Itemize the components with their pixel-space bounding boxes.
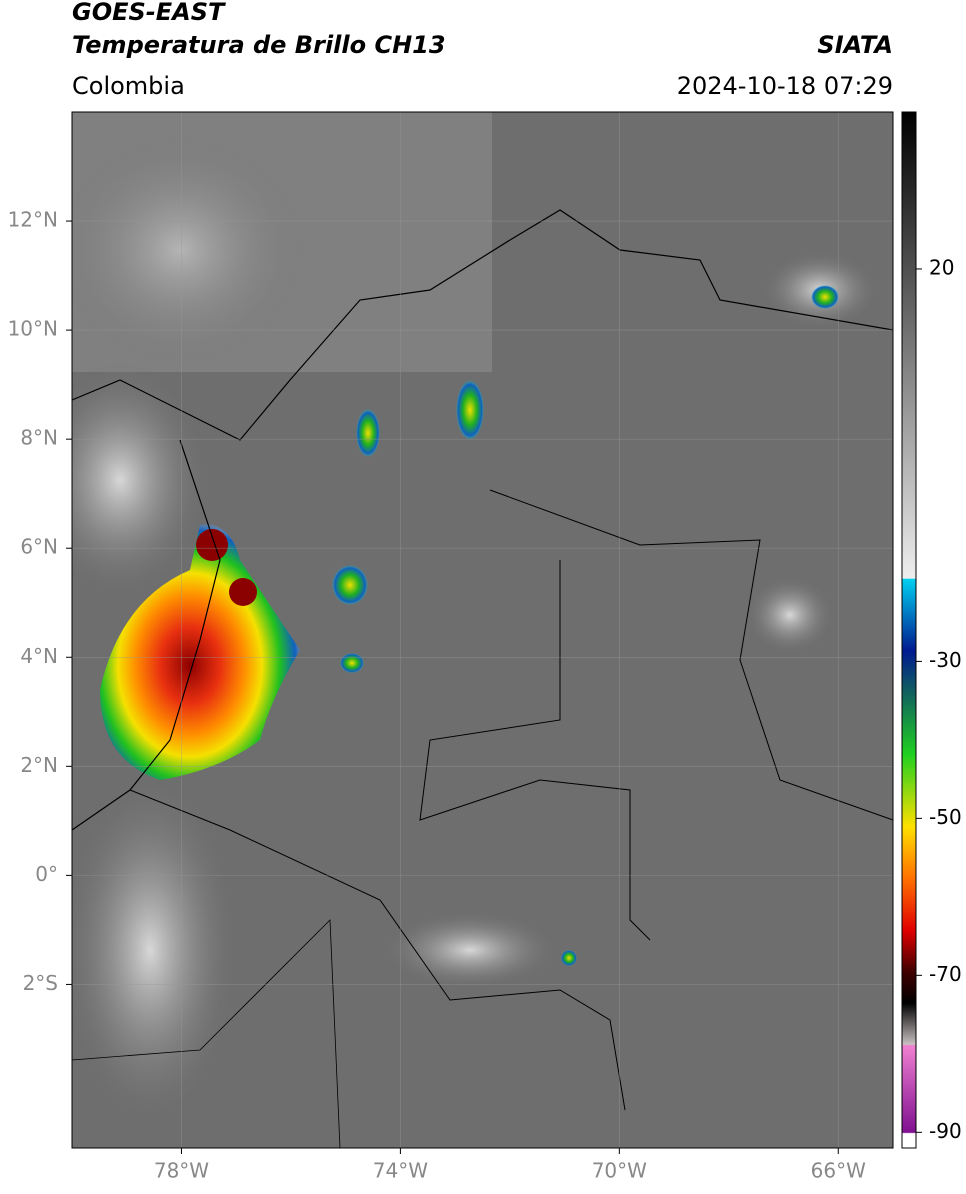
x-tick-label: 70°W — [592, 1159, 647, 1183]
y-tick-label: 6°N — [20, 535, 58, 559]
y-tick-label: 4°N — [20, 644, 58, 668]
y-tick-label: 8°N — [20, 426, 58, 450]
x-tick-label: 78°W — [154, 1159, 209, 1183]
graticule — [72, 112, 893, 1148]
y-tick-label: 12°N — [8, 208, 58, 232]
subtitle: Temperatura de Brillo CH13 — [72, 31, 446, 59]
colorbar — [901, 111, 917, 1149]
datetime: 2024-10-18 07:29 — [677, 72, 893, 100]
region: Colombia — [72, 72, 185, 100]
x-tick-label: 66°W — [811, 1159, 866, 1183]
x-tick-label: 74°W — [373, 1159, 428, 1183]
y-tick-label: 0° — [35, 862, 58, 886]
satellite-image — [72, 112, 893, 1148]
y-tick-label: 10°N — [8, 317, 58, 341]
source: SIATA — [817, 31, 893, 59]
colorbar-label: -70 — [929, 962, 962, 986]
map-frame — [71, 111, 894, 1149]
colorbar-label: 20 — [929, 255, 954, 279]
colorbar-label: -50 — [929, 805, 962, 829]
colorbar-label: -90 — [929, 1119, 962, 1143]
y-tick-label: 2°N — [20, 753, 58, 777]
y-tick-label: 2°S — [23, 971, 58, 995]
colorbar-label: -30 — [929, 648, 962, 672]
title: GOES-EAST — [72, 0, 226, 26]
